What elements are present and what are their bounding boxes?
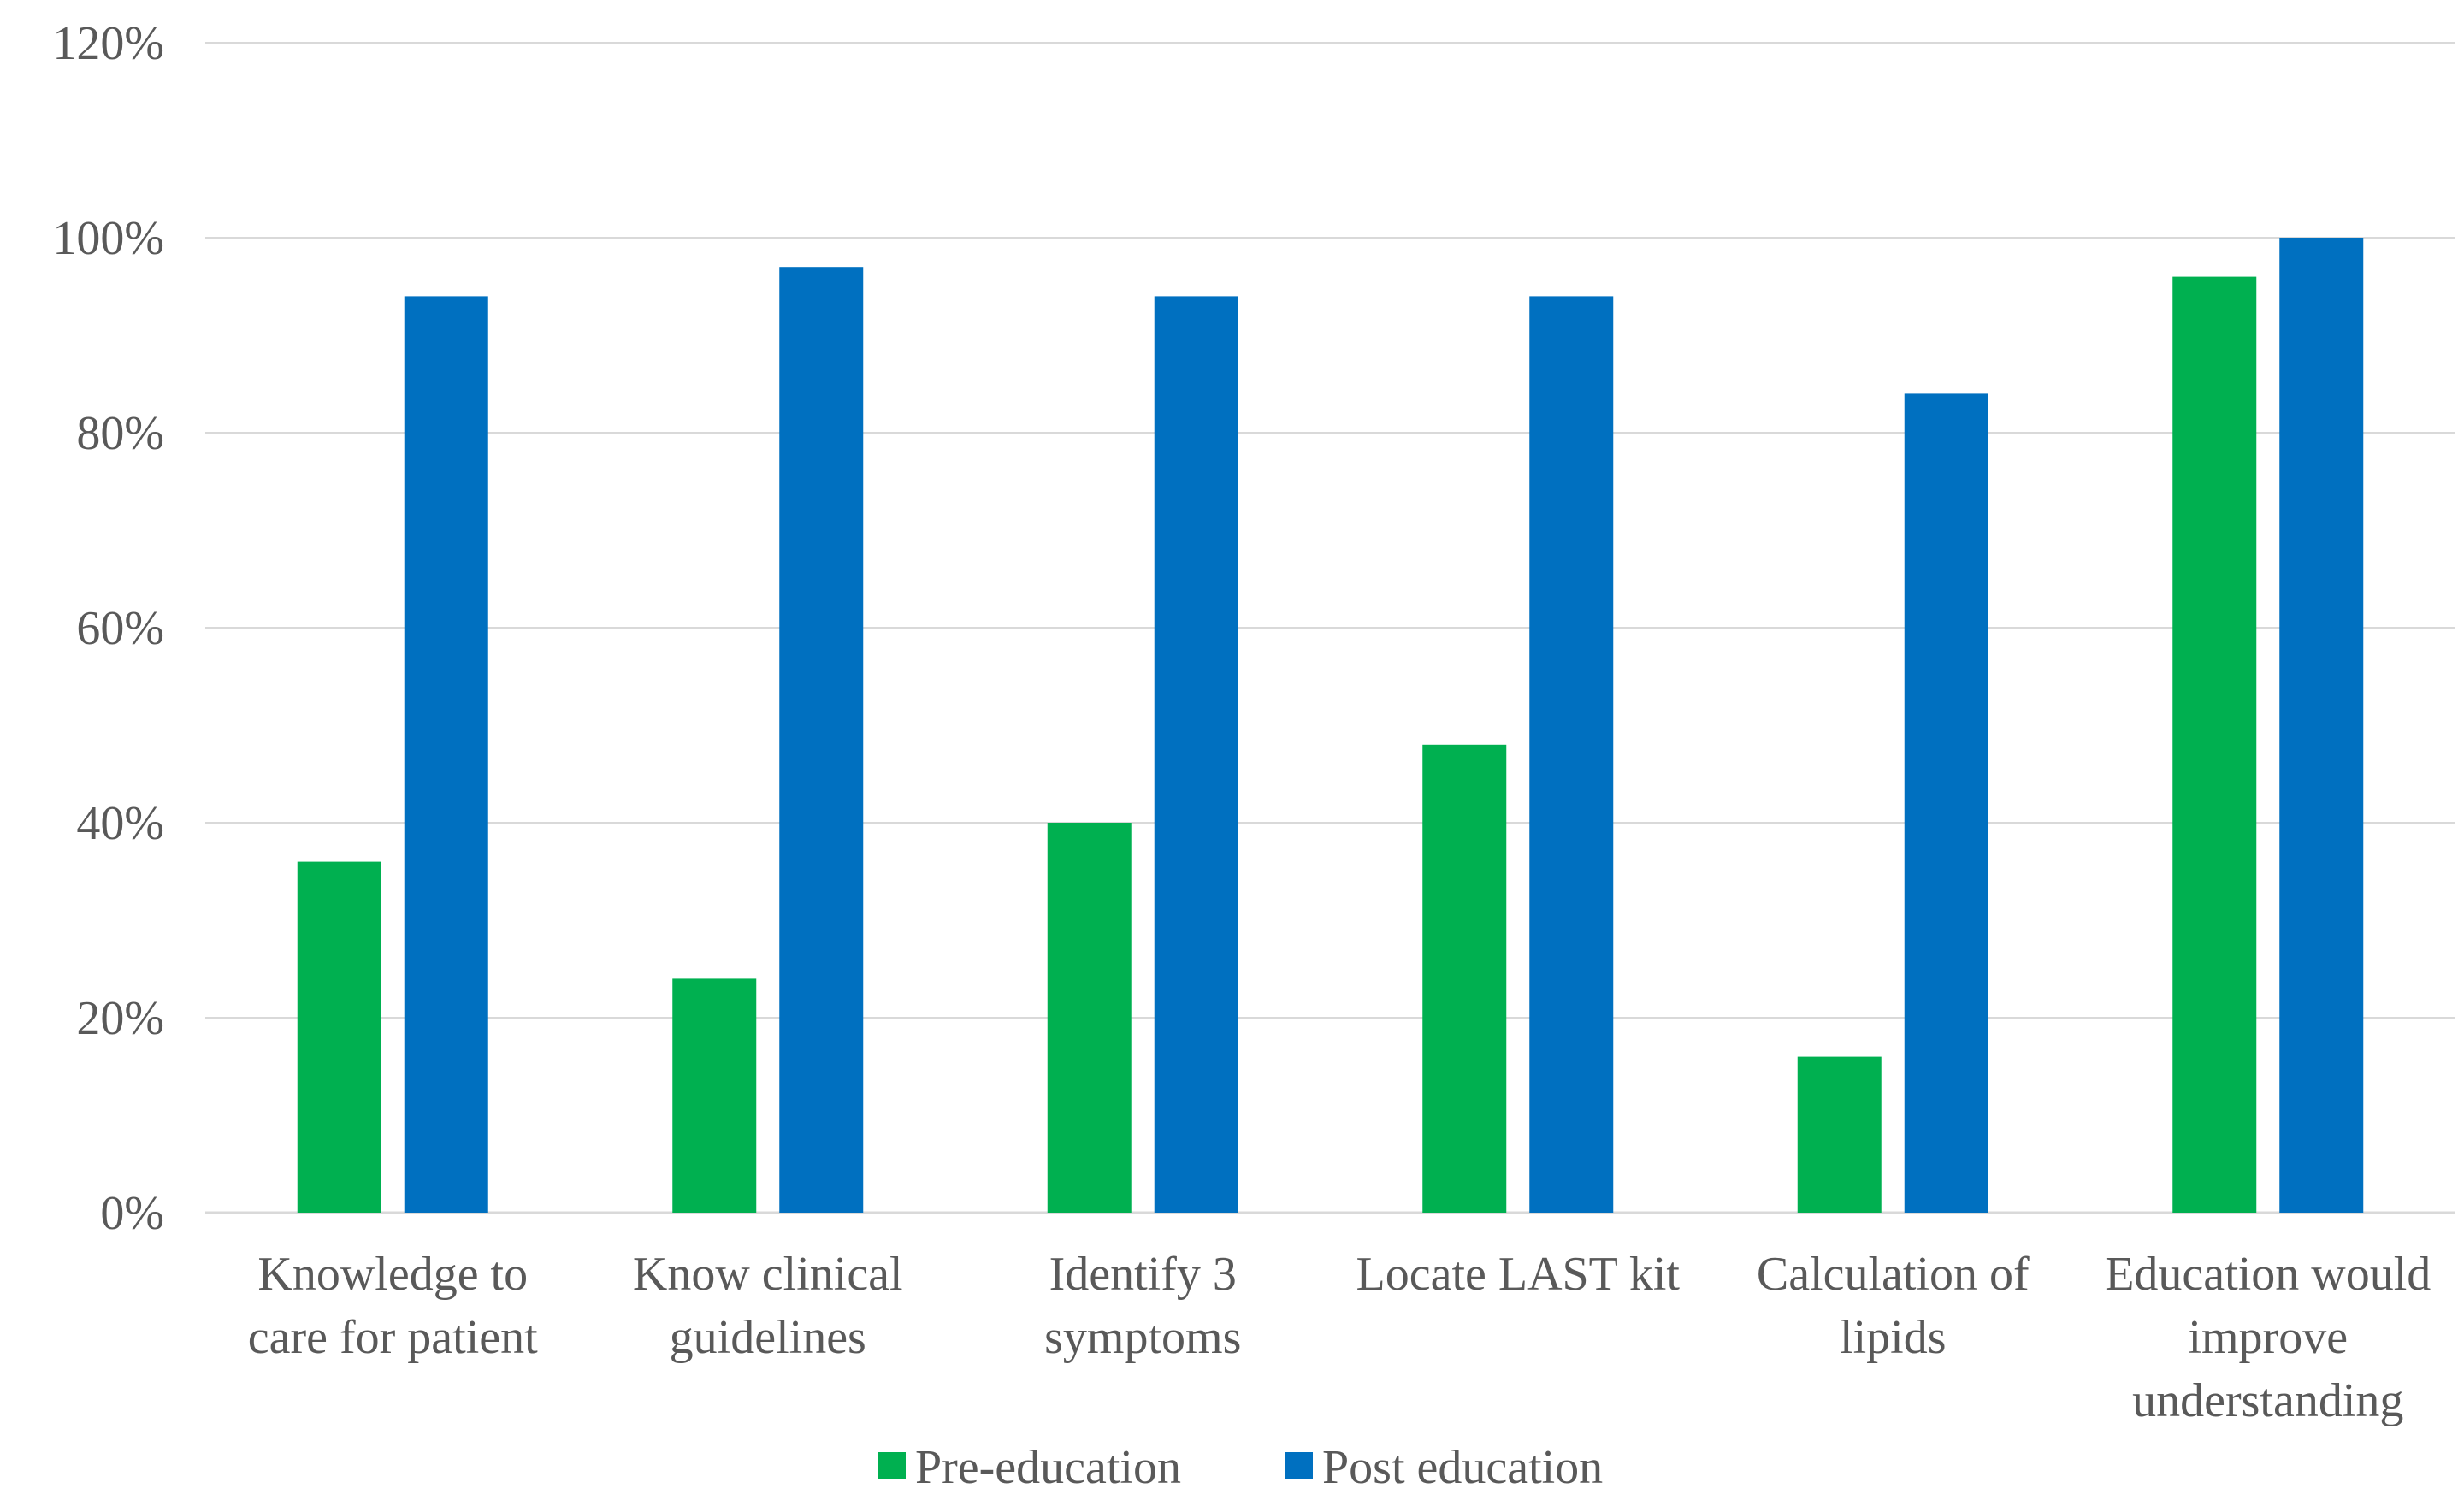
y-tick-label: 20% <box>76 992 164 1045</box>
bar-pre-education <box>2172 276 2257 1214</box>
x-category-label: Identify 3 symptoms <box>1044 1248 1241 1364</box>
y-tick-label: 40% <box>76 797 164 850</box>
legend-swatch <box>878 1452 906 1479</box>
bar-pre-education <box>1047 823 1132 1213</box>
bar-post-education <box>404 296 488 1213</box>
legend-item-post-education: Post education <box>1285 1441 1603 1494</box>
bars <box>297 238 2364 1214</box>
y-tick-label: 0% <box>100 1187 164 1240</box>
x-category-label: Calculation of lipids <box>1757 1248 2030 1364</box>
legend-label: Pre-education <box>915 1441 1181 1494</box>
bar-pre-education <box>672 978 757 1213</box>
bar-post-education <box>1529 296 1614 1213</box>
bar-pre-education <box>297 861 381 1213</box>
bar-pre-education <box>1797 1056 1882 1213</box>
x-category-label: Knowledge to care for patient <box>248 1248 538 1364</box>
bar-post-education <box>1154 296 1238 1213</box>
bar-post-education <box>2279 238 2364 1213</box>
bar-post-education <box>779 267 864 1214</box>
y-tick-label: 100% <box>52 212 164 265</box>
legend: Pre-education Post education <box>878 1441 1603 1494</box>
y-tick-label: 80% <box>76 407 164 460</box>
y-axis-ticks: 0% 20% 40% 60% 80% 100% 120% <box>52 17 164 1240</box>
bar-pre-education <box>1422 744 1507 1213</box>
gridlines <box>205 42 2455 1214</box>
legend-label: Post education <box>1322 1441 1603 1494</box>
bar-post-education <box>1904 393 1988 1213</box>
y-tick-label: 60% <box>76 602 164 655</box>
x-category-label: Know clinical guidelines <box>633 1248 903 1364</box>
legend-item-pre-education: Pre-education <box>878 1441 1181 1494</box>
x-category-label: Locate LAST kit <box>1356 1248 1681 1301</box>
x-category-label: Education would improve understanding <box>2105 1248 2431 1427</box>
x-axis-labels: Knowledge to care for patient Know clinica… <box>248 1248 2431 1427</box>
legend-swatch <box>1285 1452 1313 1479</box>
y-tick-label: 120% <box>52 17 164 70</box>
